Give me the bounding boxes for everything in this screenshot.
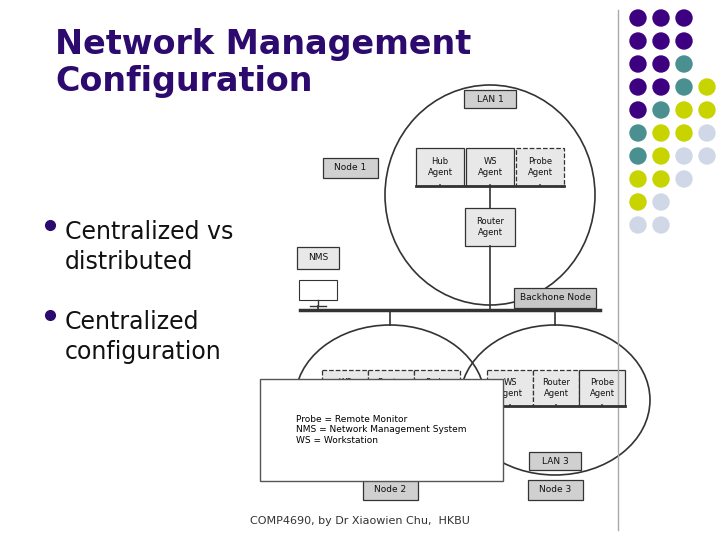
Text: WS
Agent: WS Agent (477, 157, 503, 177)
Circle shape (653, 33, 669, 49)
Text: LAN 3: LAN 3 (541, 456, 568, 465)
FancyBboxPatch shape (299, 280, 337, 300)
Text: COMP4690, by Dr Xiaowien Chu,  HKBU: COMP4690, by Dr Xiaowien Chu, HKBU (250, 516, 470, 526)
FancyBboxPatch shape (322, 370, 368, 406)
Text: Probe
Agent: Probe Agent (528, 157, 552, 177)
Circle shape (653, 217, 669, 233)
Circle shape (699, 148, 715, 164)
Circle shape (699, 125, 715, 141)
FancyBboxPatch shape (514, 288, 596, 308)
Circle shape (699, 102, 715, 118)
FancyBboxPatch shape (579, 370, 625, 406)
Text: NMS: NMS (308, 253, 328, 262)
FancyBboxPatch shape (487, 370, 533, 406)
Text: LAN 1: LAN 1 (477, 94, 503, 104)
Text: Network Management
Configuration: Network Management Configuration (55, 28, 472, 98)
Text: Backhone Node: Backhone Node (520, 294, 590, 302)
FancyBboxPatch shape (323, 158, 377, 178)
Circle shape (630, 33, 646, 49)
Circle shape (630, 194, 646, 210)
Circle shape (653, 56, 669, 72)
Text: Centralized
configuration: Centralized configuration (65, 310, 222, 364)
Circle shape (653, 148, 669, 164)
Circle shape (653, 125, 669, 141)
Circle shape (676, 56, 692, 72)
Circle shape (676, 10, 692, 26)
Text: Probe = Remote Monitor
NMS = Network Management System
WS = Workstation: Probe = Remote Monitor NMS = Network Man… (296, 415, 467, 445)
Circle shape (630, 217, 646, 233)
Text: Router
Agent: Router Agent (476, 217, 504, 237)
Text: WS
Agent: WS Agent (498, 379, 523, 397)
FancyBboxPatch shape (464, 90, 516, 108)
Circle shape (676, 125, 692, 141)
Circle shape (630, 148, 646, 164)
Circle shape (676, 148, 692, 164)
Text: Probe
Agent: Probe Agent (590, 379, 614, 397)
Circle shape (630, 56, 646, 72)
FancyBboxPatch shape (529, 452, 581, 470)
FancyBboxPatch shape (368, 370, 414, 406)
Circle shape (676, 102, 692, 118)
Text: Probe
Agent: Probe Agent (425, 379, 449, 397)
Text: Router
Agent: Router Agent (542, 379, 570, 397)
Circle shape (653, 171, 669, 187)
FancyBboxPatch shape (516, 148, 564, 186)
Text: Hub
Agent: Hub Agent (428, 157, 452, 177)
Circle shape (630, 10, 646, 26)
Text: Router
Agent: Router Agent (377, 379, 405, 397)
Circle shape (676, 171, 692, 187)
FancyBboxPatch shape (362, 480, 418, 500)
Circle shape (676, 79, 692, 95)
Circle shape (653, 10, 669, 26)
Circle shape (630, 125, 646, 141)
Circle shape (630, 102, 646, 118)
FancyBboxPatch shape (465, 208, 515, 246)
Circle shape (630, 79, 646, 95)
FancyBboxPatch shape (414, 370, 460, 406)
Text: Node 1: Node 1 (334, 164, 366, 172)
Circle shape (630, 171, 646, 187)
FancyBboxPatch shape (416, 148, 464, 186)
Text: LAN 2: LAN 2 (377, 456, 403, 465)
Circle shape (653, 194, 669, 210)
FancyBboxPatch shape (528, 480, 582, 500)
FancyBboxPatch shape (533, 370, 579, 406)
Circle shape (699, 79, 715, 95)
FancyBboxPatch shape (297, 247, 339, 269)
Text: WS
Agent: WS Agent (333, 379, 358, 397)
FancyBboxPatch shape (466, 148, 514, 186)
Circle shape (653, 102, 669, 118)
Text: Node 3: Node 3 (539, 485, 571, 495)
Text: Centralized vs
distributed: Centralized vs distributed (65, 220, 233, 274)
Text: Node 2: Node 2 (374, 485, 406, 495)
Circle shape (653, 79, 669, 95)
Circle shape (676, 33, 692, 49)
FancyBboxPatch shape (364, 452, 416, 470)
